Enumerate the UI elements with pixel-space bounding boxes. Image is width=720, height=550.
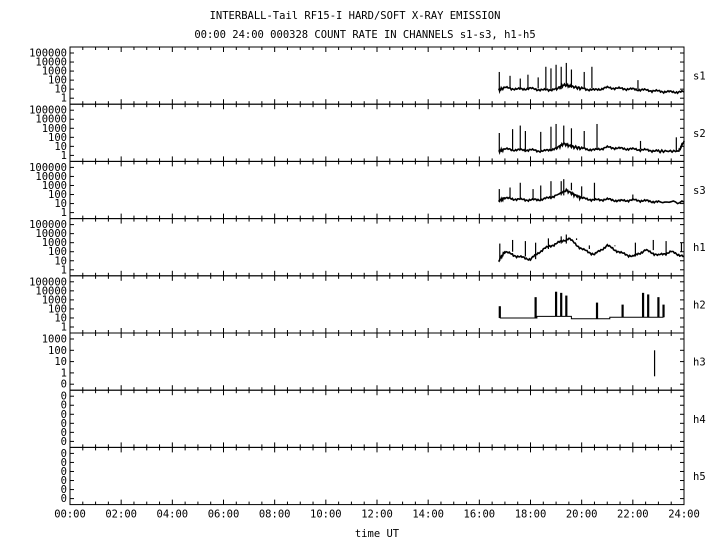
y-tick-label: 1 [61,207,67,219]
y-tick-label: 10 [54,141,67,153]
channel-label: s1 [693,71,706,83]
y-tick-label: 1 [61,150,67,162]
series-s3 [497,187,685,205]
y-tick-label: 0 [61,484,67,496]
y-tick-label: 10 [54,255,67,267]
y-tick-label: 10000 [35,114,67,126]
series-s2 [498,140,685,156]
y-tick-label: 1 [61,322,67,334]
x-tick-label: 16:00 [464,509,496,521]
y-tick-label: 0 [61,400,67,412]
y-tick-label: 0 [61,418,67,430]
channel-label: h5 [693,471,706,483]
x-tick-label: 22:00 [617,509,649,521]
x-tick-label: 24:00 [668,509,700,521]
y-tick-label: 1000 [42,237,67,249]
y-tick-label: 0 [61,436,67,448]
series-h1 [497,237,684,263]
y-tick-label: 1000 [42,180,67,192]
channel-label: h1 [693,242,706,254]
y-tick-label: 10000 [35,228,67,240]
x-tick-label: 00:00 [54,509,86,521]
x-tick-label: 18:00 [515,509,547,521]
y-tick-label: 100000 [29,105,67,117]
channel-label: h4 [693,414,706,426]
panel-frame [69,103,685,162]
y-tick-label: 100000 [29,162,67,174]
y-tick-label: 10 [54,356,67,368]
x-tick-label: 06:00 [208,509,240,521]
x-tick-label: 04:00 [157,509,189,521]
panel-frame [69,275,685,334]
panel-frame [69,446,685,506]
channel-panels: 100000100001000100101s110000010000100010… [29,46,706,506]
y-tick-label: 1 [61,264,67,276]
y-tick-label: 10000 [35,171,67,183]
panel-frame [69,218,685,277]
chart-title: INTERBALL-Tail RF15-I HARD/SOFT X-RAY EM… [210,10,501,22]
y-tick-label: 0 [61,391,67,403]
channel-label: s3 [693,185,706,197]
y-tick-label: 100000 [29,276,67,288]
y-tick-label: 0 [61,409,67,421]
panel-frame [69,160,685,220]
panel-frame [69,332,685,391]
y-tick-label: 100 [48,75,67,87]
y-tick-label: 1000 [42,123,67,135]
x-tick-label: 20:00 [566,509,598,521]
x-axis-label: time UT [355,528,400,540]
y-tick-label: 0 [61,427,67,439]
y-tick-label: 1 [61,93,67,105]
y-tick-label: 100 [48,189,67,201]
x-tick-label: 14:00 [412,509,444,521]
y-tick-label: 1000 [42,294,67,306]
y-tick-label: 1 [61,367,67,379]
y-tick-label: 100000 [29,219,67,231]
channel-label: h3 [693,357,706,369]
y-tick-label: 100 [48,345,67,357]
x-tick-label: 10:00 [310,509,342,521]
y-tick-label: 1000 [42,334,67,346]
series-s1 [497,82,685,95]
y-tick-label: 0 [61,475,67,487]
y-tick-label: 10 [54,198,67,210]
x-tick-label: 08:00 [259,509,291,521]
panel-frame [69,389,685,448]
y-tick-label: 0 [61,466,67,478]
x-tick-label: 02:00 [105,509,137,521]
series-h2 [499,315,664,320]
y-tick-label: 10000 [35,57,67,69]
y-tick-label: 1000 [42,66,67,78]
y-tick-label: 0 [61,457,67,469]
chart-subtitle: 00:00 24:00 000328 COUNT RATE IN CHANNEL… [194,29,535,41]
y-tick-label: 0 [61,448,67,460]
y-tick-label: 10 [54,84,67,96]
y-tick-label: 10 [54,312,67,324]
y-tick-label: 0 [61,493,67,505]
y-tick-label: 100 [48,246,67,258]
y-tick-label: 0 [61,379,67,391]
channel-label: s2 [693,128,706,140]
x-tick-label: 12:00 [361,509,393,521]
y-tick-label: 100000 [29,48,67,60]
y-tick-label: 10000 [35,285,67,297]
time-axis: 00:00 02:00 04:00 06:00 08:00 10:00 12:00 14:00… [54,509,700,521]
channel-label: h2 [693,299,706,311]
y-tick-label: 100 [48,132,67,144]
y-tick-label: 100 [48,303,67,315]
